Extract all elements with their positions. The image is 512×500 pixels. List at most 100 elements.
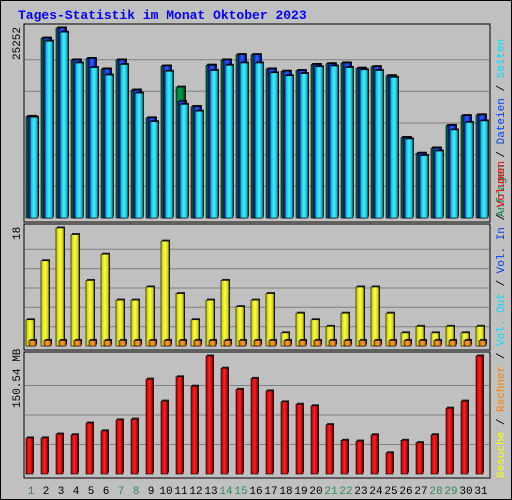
bar-besuche <box>100 253 110 347</box>
bar-rechner <box>193 340 202 347</box>
x-tick-label: 13 <box>204 486 217 498</box>
bar-volumen <box>325 424 334 475</box>
x-tick-label: 22 <box>339 486 352 498</box>
bar-seiten <box>254 62 264 219</box>
legend-item: Besuche <box>496 432 508 478</box>
bar-volumen <box>55 433 64 475</box>
x-tick-label: 8 <box>133 486 140 498</box>
bar-volumen <box>100 430 109 475</box>
bar-seiten <box>59 31 69 219</box>
x-tick-label: 4 <box>73 486 80 498</box>
bar-seiten <box>164 70 174 219</box>
bar-seiten <box>284 75 294 219</box>
x-tick-label: 1 <box>28 486 35 498</box>
legend-item: Volumen <box>496 161 508 207</box>
x-tick-label: 18 <box>279 486 292 498</box>
panel-bottom-scale-label: 150.54 MB <box>12 348 24 408</box>
bar-besuche <box>370 286 380 347</box>
bar-volumen <box>415 442 424 475</box>
x-tick-label: 5 <box>88 486 95 498</box>
legend-item: / <box>496 346 508 366</box>
bar-volumen <box>40 437 49 475</box>
bar-volumen <box>385 452 394 475</box>
bar-rechner <box>448 340 457 347</box>
legend-item: / <box>496 78 508 98</box>
x-tick-label: 10 <box>159 486 172 498</box>
bar-besuche <box>145 286 155 347</box>
legend-item: Anfragen <box>496 164 508 217</box>
bar-seiten <box>179 104 189 219</box>
legend-item: Vol. In <box>496 227 508 273</box>
bar-volumen <box>310 405 319 475</box>
bar-besuche <box>175 293 185 347</box>
x-tick-label: 23 <box>354 486 367 498</box>
bar-besuche <box>70 234 80 347</box>
bar-volumen <box>190 385 199 475</box>
panel-middle-scale-label: 18 <box>12 227 24 240</box>
bar-seiten <box>404 138 414 219</box>
bar-besuche <box>355 286 365 347</box>
x-tick-label: 11 <box>174 486 188 498</box>
x-tick-label: 25 <box>384 486 397 498</box>
legend-item: Vol. Out <box>496 293 508 346</box>
bar-rechner <box>88 340 97 347</box>
bar-volumen <box>280 401 289 475</box>
x-tick-label: 3 <box>58 486 65 498</box>
bar-seiten <box>104 74 114 219</box>
x-tick-label: 7 <box>118 486 125 498</box>
bar-volumen <box>400 439 409 475</box>
x-tick-label: 29 <box>444 486 457 498</box>
bar-volumen <box>160 400 169 475</box>
bar-rechner <box>133 340 142 347</box>
bar-rechner <box>403 340 412 347</box>
panel-middle-legend: Besuche / Rechner / Vol. Out / Vol. In /… <box>496 161 508 478</box>
bar-rechner <box>103 340 112 347</box>
bar-rechner <box>253 340 262 347</box>
bar-rechner <box>73 340 82 347</box>
panel-top-legend: Anfragen / Dateien / Seiten <box>496 39 508 217</box>
bar-volumen <box>235 389 244 475</box>
bar-rechner <box>373 340 382 347</box>
legend-item: / <box>496 207 508 227</box>
bar-seiten <box>134 92 144 219</box>
bar-rechner <box>223 340 232 347</box>
bar-rechner <box>313 340 322 347</box>
bar-seiten <box>89 67 99 219</box>
bar-rechner <box>163 340 172 347</box>
bar-seiten <box>149 121 159 219</box>
bar-seiten <box>329 65 339 219</box>
bar-seiten <box>194 110 204 219</box>
bar-volumen <box>340 439 349 475</box>
x-tick-label: 28 <box>429 486 442 498</box>
bar-volumen <box>145 378 154 475</box>
bar-seiten <box>419 155 429 219</box>
bar-seiten <box>464 122 474 219</box>
bar-volumen <box>355 440 364 475</box>
bar-seiten <box>119 64 129 219</box>
bar-besuche <box>85 280 95 347</box>
bar-rechner <box>283 340 292 347</box>
bar-rechner <box>28 340 37 347</box>
x-tick-label: 9 <box>148 486 155 498</box>
bar-seiten <box>314 66 324 219</box>
bar-rechner <box>43 340 52 347</box>
bar-volumen <box>265 390 274 475</box>
bar-besuche <box>160 240 170 347</box>
bar-seiten <box>389 76 399 219</box>
bar-marks <box>25 26 489 475</box>
bar-besuche <box>40 260 50 347</box>
bar-volumen <box>460 400 469 475</box>
bar-rechner <box>358 340 367 347</box>
legend-item: / <box>496 144 508 164</box>
bar-seiten <box>224 64 234 219</box>
legend-item: Dateien <box>496 98 508 144</box>
bar-rechner <box>328 340 337 347</box>
x-tick-label: 15 <box>234 486 247 498</box>
bar-seiten <box>299 73 309 219</box>
bar-rechner <box>388 340 397 347</box>
bar-volumen <box>475 355 484 475</box>
bar-seiten <box>209 70 219 219</box>
panel-top-scale-label: 25252 <box>12 27 24 60</box>
bar-rechner <box>268 340 277 347</box>
